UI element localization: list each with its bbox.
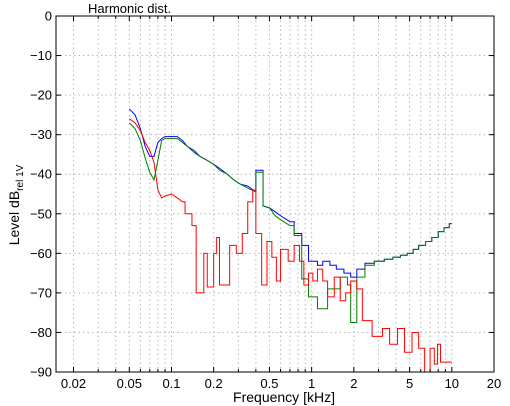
plot-frame (55, 15, 495, 373)
chart-title: Harmonic dist. (88, 1, 171, 16)
x-tick-label: 0.2 (205, 376, 223, 391)
y-tick-label: −70 (30, 285, 52, 300)
grid (56, 16, 494, 372)
x-tick-label: 20 (487, 376, 501, 391)
x-tick-label: 5 (406, 376, 413, 391)
x-tick-label: 1 (308, 376, 315, 391)
y-tick-label: −50 (30, 206, 52, 221)
series-line-2 (128, 122, 452, 324)
x-tick-label: 2 (350, 376, 357, 391)
x-axis-title: Frequency [kHz] (233, 389, 335, 405)
y-tick-label: −60 (30, 246, 52, 261)
y-axis-title-subscript: rel 1V (15, 164, 26, 190)
y-tick-label: −90 (30, 365, 52, 380)
y-tick-label: −30 (30, 127, 52, 142)
x-tick-label: 0.5 (260, 376, 278, 391)
x-tick-label: 0.05 (117, 376, 142, 391)
ticks (56, 15, 495, 373)
x-tick-label: 10 (445, 376, 459, 391)
series-layer (128, 108, 452, 373)
y-tick-labels: 0 −10 −20 −30 −40 −50 −60 −70 −80 −90 (30, 9, 52, 380)
y-tick-label: 0 (45, 9, 52, 24)
series-line-3 (129, 118, 452, 373)
y-tick-label: −80 (30, 325, 52, 340)
x-tick-labels: 0.02 0.05 0.1 0.2 0.5 1 2 5 10 20 (61, 376, 501, 391)
x-tick-label: 0.02 (61, 376, 86, 391)
y-axis-title-main: Level dB (6, 191, 22, 245)
y-tick-label: −20 (30, 88, 52, 103)
y-axis-title: Level dBrel 1V (6, 164, 26, 245)
x-tick-label: 0.1 (162, 376, 180, 391)
y-tick-label: −10 (30, 48, 52, 63)
y-tick-label: −40 (30, 167, 52, 182)
